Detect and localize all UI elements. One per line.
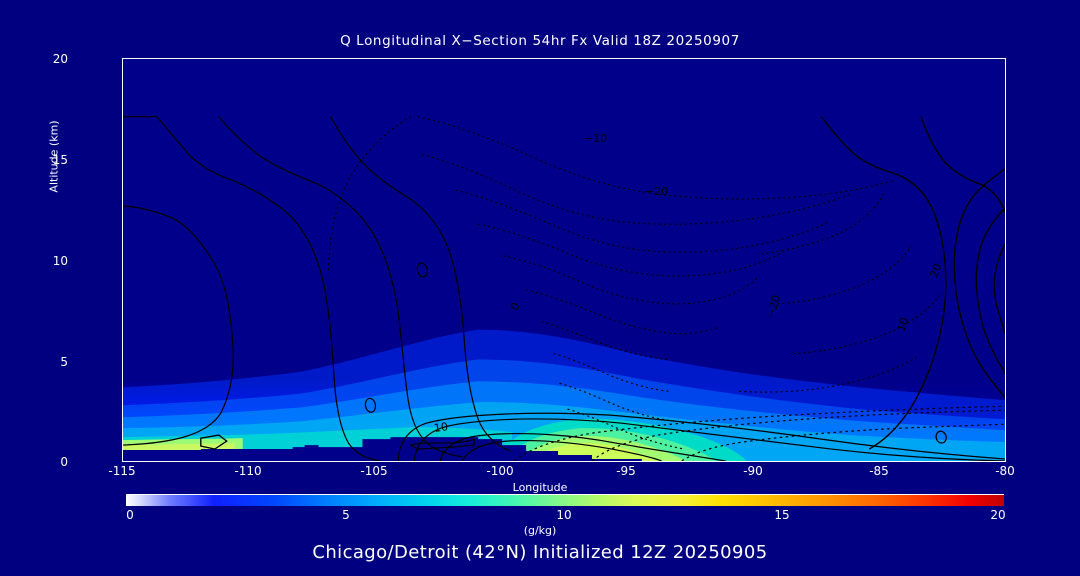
colorbar-unit: (g/kg)	[523, 524, 557, 537]
colorbar-tick-0: 0	[126, 508, 134, 522]
contour-label-neg20: −20	[645, 185, 669, 198]
cross-section-plot[interactable]	[122, 58, 1006, 462]
chart-title: Q Longitudinal X−Section 54hr Fx Valid 1…	[340, 33, 740, 49]
x-tick--90: -90	[743, 464, 763, 478]
cross-section-canvas	[123, 59, 1005, 461]
x-tick--100: -100	[486, 464, 514, 478]
x-tick--110: -110	[234, 464, 262, 478]
contour-label-10-plume: 10	[433, 420, 449, 435]
colorbar[interactable]	[126, 494, 1004, 506]
cold-isotherms-dotted	[327, 116, 940, 450]
terrain-mask	[123, 437, 1005, 461]
y-tick-20: 20	[52, 52, 68, 66]
right-jet-contours	[820, 116, 1005, 450]
x-tick--80: -80	[995, 464, 1015, 478]
colorbar-tick-20: 20	[990, 508, 1006, 522]
x-tick--115: -115	[108, 464, 136, 478]
x-tick--95: -95	[616, 464, 636, 478]
y-tick-10: 10	[52, 254, 68, 268]
contour-label-neg10: −10	[584, 132, 608, 145]
x-tick--85: -85	[869, 464, 889, 478]
x-tick--105: -105	[360, 464, 388, 478]
colorbar-tick-10: 10	[556, 508, 572, 522]
colorbar-title: Longitude	[512, 481, 568, 494]
y-tick-0: 0	[60, 455, 68, 469]
humidity-field	[123, 59, 1005, 461]
figure-caption: Chicago/Detroit (42°N) Initialized 12Z 2…	[312, 542, 768, 563]
y-tick-5: 5	[60, 355, 68, 369]
colorbar-tick-5: 5	[342, 508, 350, 522]
y-tick-15: 15	[52, 153, 68, 167]
colorbar-tick-15: 15	[774, 508, 790, 522]
humidity-contours	[200, 405, 1005, 461]
temperature-contours-solid	[123, 116, 511, 461]
